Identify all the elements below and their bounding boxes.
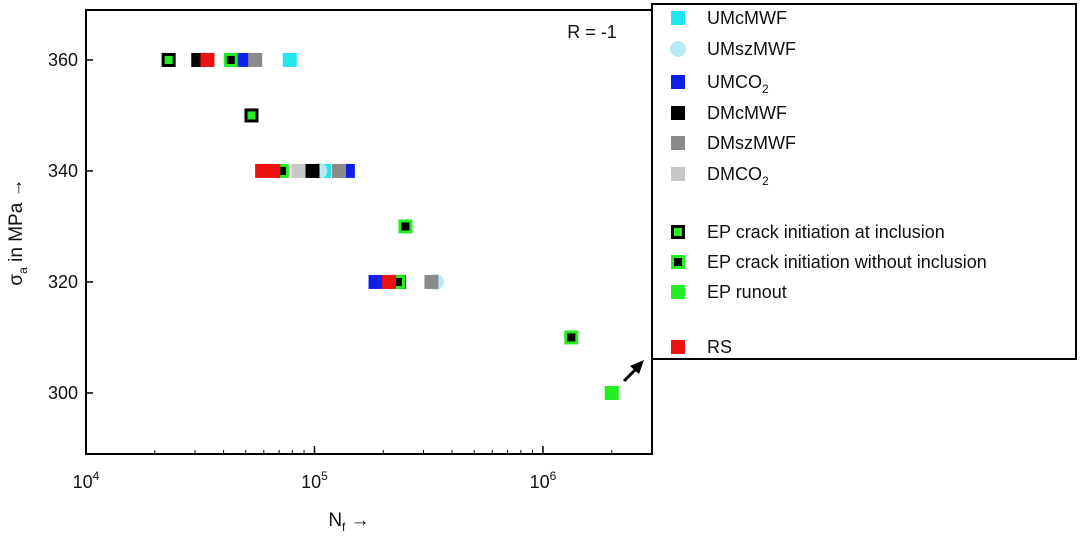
legend-label-umco2: UMCO2 xyxy=(707,72,769,96)
data-point-dmco2 xyxy=(291,163,306,178)
legend-label-dmszmwf: DMszMWF xyxy=(707,133,796,153)
data-point-dmszmwf xyxy=(424,274,439,289)
data-point-rs xyxy=(255,163,270,178)
data-point-ep-noincl xyxy=(223,52,238,67)
legend-label-umszmwf: UMszMWF xyxy=(707,39,796,59)
legend-label-dmcmwf: DMcMWF xyxy=(707,103,787,123)
legend-marker-dmcmwf xyxy=(671,106,685,120)
data-point-rs xyxy=(200,52,215,67)
plot-frame xyxy=(85,9,653,455)
x-tick-label: 105 xyxy=(301,469,328,492)
y-tick-label: 300 xyxy=(48,383,78,403)
legend-marker-umcmwf xyxy=(671,11,685,25)
data-points xyxy=(161,52,619,400)
legend: UMcMWF UMszMWF UMCO2 DMcMWF DMszMWF DMCO2 EP c… xyxy=(670,8,987,357)
data-point-umco2 xyxy=(234,52,249,67)
y-tick-label: 320 xyxy=(48,272,78,292)
x-axis-label-main: N xyxy=(328,510,342,531)
x-tick-label: 106 xyxy=(530,469,557,492)
legend-frame xyxy=(651,3,1077,360)
legend-marker-ep-runout xyxy=(671,285,685,299)
legend-label-rs: RS xyxy=(707,337,732,357)
y-axis-label-sub: a xyxy=(16,267,30,274)
legend-marker-rs xyxy=(671,340,685,354)
x-axis-label: Nf → xyxy=(328,510,369,534)
data-point-rs xyxy=(382,274,397,289)
legend-marker-ep-incl xyxy=(671,225,685,239)
legend-label-ep-incl: EP crack initiation at inclusion xyxy=(707,222,945,242)
x-axis-label-sub: f xyxy=(342,520,346,534)
data-point-umco2 xyxy=(368,274,383,289)
x-tick-label: 104 xyxy=(73,469,100,492)
legend-marker-umszmwf xyxy=(670,41,686,57)
data-point-dmcmwf xyxy=(305,163,320,178)
data-point-umcmwf xyxy=(282,52,297,67)
data-point-rs xyxy=(266,163,281,178)
y-ticks: 300 320 340 360 xyxy=(48,50,93,403)
legend-marker-ep-noincl xyxy=(671,255,685,269)
legend-marker-dmszmwf xyxy=(671,136,685,150)
legend-pointer-arrow xyxy=(622,360,644,383)
legend-label-ep-runout: EP runout xyxy=(707,282,787,302)
y-axis-label: σa in MPa → xyxy=(6,178,30,285)
x-ticks: 104 105 106 xyxy=(73,446,653,492)
annotation-r-value: R = -1 xyxy=(567,22,617,42)
legend-label-ep-noincl: EP crack initiation without inclusion xyxy=(707,252,987,272)
legend-marker-umco2 xyxy=(671,75,685,89)
data-point-ep-noincl xyxy=(564,330,579,345)
legend-marker-dmco2 xyxy=(671,167,685,181)
legend-label-umcmwf: UMcMWF xyxy=(707,8,787,28)
x-axis-label-arrow: → xyxy=(351,510,370,531)
legend-label-dmco2: DMCO2 xyxy=(707,164,769,188)
data-point-dmszmwf xyxy=(248,52,263,67)
y-tick-label: 340 xyxy=(48,161,78,181)
y-axis-label-main: σ xyxy=(6,274,27,286)
y-axis-label-rest: in MPa → xyxy=(6,178,27,267)
data-point-ep-noincl xyxy=(398,219,413,234)
data-point-ep-runout xyxy=(604,385,619,400)
data-point-ep-incl xyxy=(244,108,259,123)
data-point-ep-incl xyxy=(161,52,176,67)
data-point-dmszmwf xyxy=(331,163,346,178)
y-tick-label: 360 xyxy=(48,50,78,70)
